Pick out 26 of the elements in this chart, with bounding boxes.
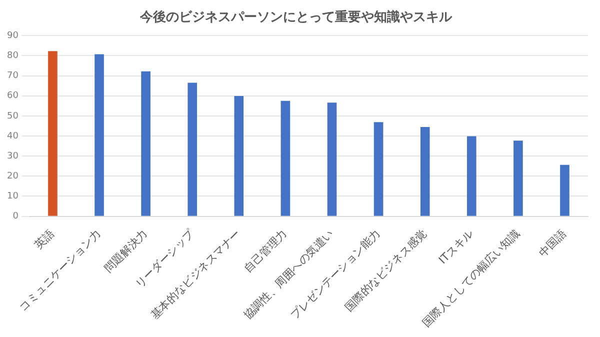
bar bbox=[234, 96, 244, 216]
y-tick-label: 80 bbox=[7, 51, 19, 62]
bar bbox=[141, 71, 150, 216]
bar bbox=[420, 126, 430, 216]
y-tick-label: 30 bbox=[7, 151, 19, 162]
bar bbox=[188, 82, 198, 216]
y-tick-label: 70 bbox=[7, 71, 19, 82]
bar bbox=[466, 136, 476, 216]
y-tick-label: 10 bbox=[7, 192, 19, 202]
bar bbox=[374, 122, 384, 216]
y-tick-label: 60 bbox=[7, 91, 19, 102]
x-tick-label: ITスキル bbox=[436, 226, 476, 267]
bar bbox=[560, 164, 570, 216]
bar bbox=[94, 54, 104, 216]
bar bbox=[48, 51, 58, 216]
y-tick-label: 40 bbox=[7, 131, 19, 142]
y-tick-label: 50 bbox=[7, 111, 19, 122]
bar bbox=[280, 100, 290, 216]
x-tick-label: 中国語 bbox=[536, 226, 569, 260]
y-tick-label: 0 bbox=[12, 212, 19, 222]
x-tick-label: 英語 bbox=[32, 226, 57, 252]
chart-title: 今後のビジネスパーソンにとって重要や知識やスキル bbox=[139, 9, 453, 26]
bar bbox=[327, 102, 337, 216]
y-tick-label: 90 bbox=[7, 30, 19, 41]
y-tick-label: 20 bbox=[7, 172, 19, 182]
bar bbox=[514, 140, 523, 216]
